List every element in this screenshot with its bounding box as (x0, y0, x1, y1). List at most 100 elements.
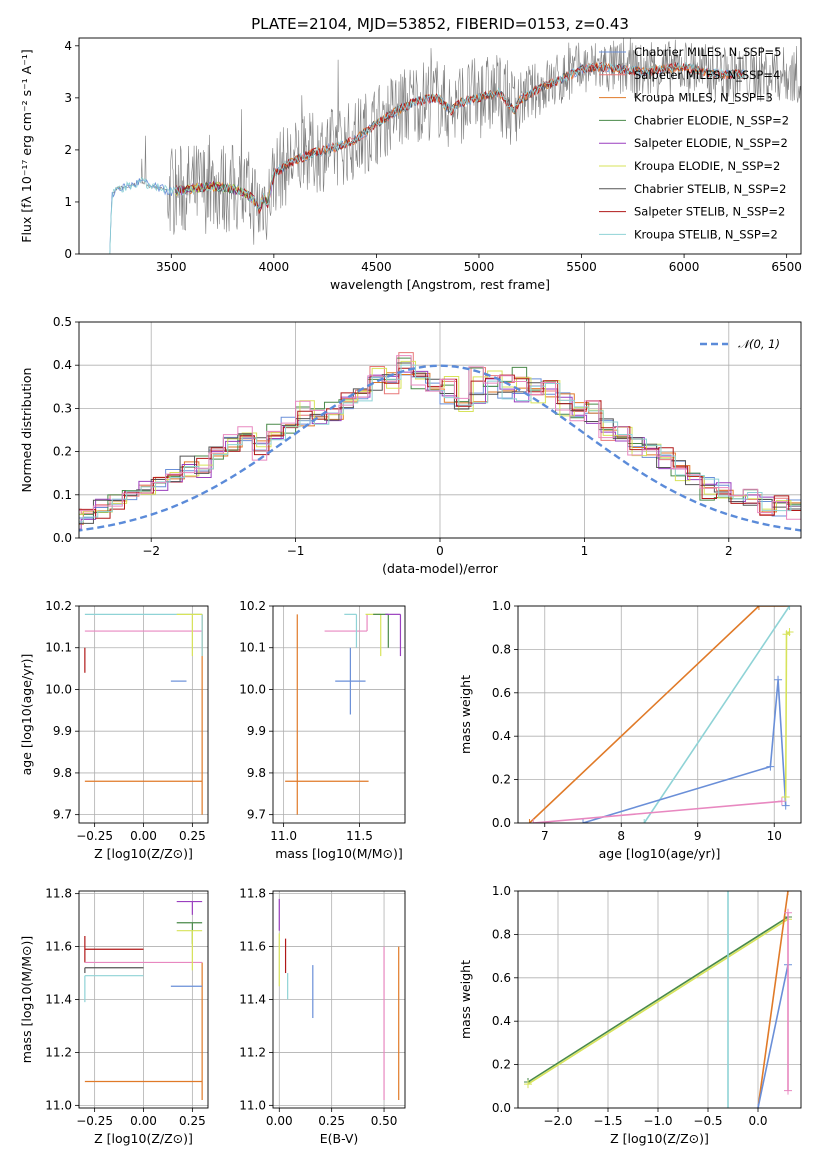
histogram-step-line (79, 360, 801, 515)
data-point (84, 962, 203, 1101)
model-spectrum-line (109, 61, 746, 254)
plus-marker (754, 1104, 762, 1108)
y-tick-label: 0.6 (492, 686, 511, 700)
plus-marker (724, 891, 732, 895)
plus-marker (784, 908, 792, 917)
legend-entry: Salpeter MILES, N_SSP=4 (634, 68, 780, 82)
model-spectrum-line (175, 61, 746, 215)
y-axis-label: age [log10(age/yr)] (19, 654, 34, 776)
figure-title: PLATE=2104, MJD=53852, FIBERID=0153, z=0… (251, 15, 629, 33)
y-tick-label: 0.4 (53, 358, 72, 372)
axes-frame (78, 605, 209, 824)
y-tick-label: 0.0 (492, 1101, 511, 1115)
y-tick-label: 9.8 (247, 766, 266, 780)
grid (79, 321, 801, 539)
data-point (324, 614, 368, 632)
x-tick-label: −0.25 (76, 829, 113, 843)
plus-marker (640, 819, 649, 823)
data-point (344, 613, 358, 648)
x-tick-label: 9 (694, 829, 702, 843)
axes-frame (272, 890, 406, 1109)
plus-marker (785, 628, 794, 637)
y-tick-label: 11.8 (239, 887, 266, 901)
y-tick-label: 9.9 (53, 724, 72, 738)
plus-marker (579, 819, 588, 823)
plot-area (278, 898, 400, 1101)
plot-area (79, 352, 801, 532)
x-tick-label: 2 (725, 544, 733, 558)
mass-weight-line (527, 916, 789, 1083)
axes-frame (78, 890, 209, 1109)
legend-entry: Salpeter STELIB, N_SSP=2 (634, 205, 785, 219)
y-tick-label: 11.0 (45, 1098, 72, 1112)
y-tick-label: 11.2 (45, 1045, 72, 1059)
residual-histogram-panel: −2 −1 0 1 2 0.0 0.1 0.2 0.3 0.4 0.5 (data-model)/er… (19, 315, 802, 576)
x-tick-label: 0.25 (179, 829, 206, 843)
plot-area (285, 613, 402, 815)
age-vs-metallicity-panel: −0.25 0.00 0.25 9.7 9.8 9.9 10.0 10.1 10.2 Z [log… (19, 599, 209, 861)
plot-area (109, 38, 801, 254)
histogram-step-line (79, 367, 801, 519)
data-point (84, 935, 144, 963)
axes-frame (517, 890, 802, 1109)
x-tick-label: 3500 (156, 260, 187, 274)
x-tick-label: −2 (142, 544, 160, 558)
y-tick-label: 11.4 (45, 993, 72, 1007)
x-tick-label: 0.50 (371, 1114, 398, 1128)
y-tick-label: 0.4 (492, 729, 511, 743)
legend-entry: Kroupa STELIB, N_SSP=2 (634, 227, 778, 241)
grid (518, 605, 801, 824)
x-tick-label: 0.25 (318, 1114, 345, 1128)
legend-entry: Chabrier STELIB, N_SSP=2 (634, 182, 786, 196)
y-tick-label: 0.4 (492, 1014, 511, 1028)
mass-weight-line (784, 631, 790, 798)
legend-entry: Chabrier MILES, N_SSP=5 (634, 45, 781, 59)
y-tick-label: 0.8 (492, 642, 511, 656)
y-tick-label: 10.0 (45, 682, 72, 696)
x-tick-label: 5500 (566, 260, 597, 274)
x-axis-label: age [log10(age/yr)] (599, 846, 721, 861)
grid (518, 890, 801, 1109)
x-tick-label: 1 (581, 544, 589, 558)
y-axis-label: mass weight (458, 960, 473, 1039)
plus-marker (754, 606, 763, 610)
x-axis-label: Z [log10(Z/Z⊙)] (94, 1131, 193, 1146)
grid (79, 605, 208, 823)
x-tick-label: −1.5 (593, 1114, 622, 1128)
y-tick-label: 11.4 (239, 993, 266, 1007)
mass-weight-line (757, 964, 789, 1108)
x-tick-label: −1 (287, 544, 305, 558)
plot-area (84, 613, 203, 815)
mass-vs-ebv-panel: 0.00 0.25 0.50 11.0 11.2 11.4 11.6 11.8 E(B-V) (239, 887, 406, 1146)
x-tick-label: −0.25 (76, 1114, 113, 1128)
x-tick-label: 0.00 (266, 1114, 293, 1128)
x-tick-label: 10 (767, 829, 782, 843)
x-tick-label: 4500 (361, 260, 392, 274)
y-tick-label: 9.8 (53, 766, 72, 780)
x-tick-label: 5000 (464, 260, 495, 274)
x-tick-label: 0.25 (179, 1114, 206, 1128)
plus-marker (784, 891, 792, 895)
plus-marker (777, 797, 786, 806)
x-axis-label: Z [log10(Z/Z⊙)] (610, 1131, 709, 1146)
x-tick-label: 0.00 (130, 1114, 157, 1128)
data-point (335, 647, 366, 715)
x-axis-label: Z [log10(Z/Z⊙)] (94, 846, 193, 861)
y-axis-label: Normed distribution (19, 368, 34, 493)
y-axis-label: Flux [fλ 10⁻¹⁷ erg cm⁻² s⁻¹ A⁻¹] (19, 49, 34, 242)
histogram-step-line (79, 352, 801, 516)
gaussian-curve (79, 364, 801, 532)
y-tick-label: 0.6 (492, 971, 511, 985)
plus-marker (525, 819, 534, 823)
x-tick-label: −0.5 (693, 1114, 722, 1128)
y-tick-label: 0.2 (492, 1058, 511, 1072)
y-tick-label: 4 (64, 39, 72, 53)
histogram-step-line (79, 372, 801, 525)
y-tick-label: 11.8 (45, 887, 72, 901)
plus-marker (529, 819, 538, 823)
mass-weight-vs-metallicity-panel: −2.0 −1.5 −1.0 −0.5 0.0 0.0 0.2 0.4 0.6 0.8 1.0 Z [… (458, 884, 802, 1146)
y-tick-label: 10.1 (239, 641, 266, 655)
grid (79, 891, 208, 1108)
data-point (176, 922, 203, 944)
